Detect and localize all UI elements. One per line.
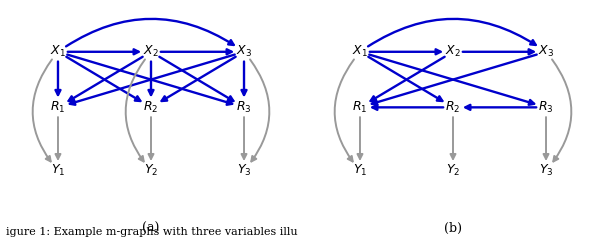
Text: $X_3$: $X_3$ xyxy=(236,44,252,59)
Text: (a): (a) xyxy=(143,222,159,235)
Text: $R_2$: $R_2$ xyxy=(143,100,159,115)
Text: $X_1$: $X_1$ xyxy=(352,44,368,59)
Text: $Y_3$: $Y_3$ xyxy=(237,163,251,178)
Text: $Y_1$: $Y_1$ xyxy=(51,163,65,178)
Text: $X_3$: $X_3$ xyxy=(538,44,554,59)
Text: $Y_2$: $Y_2$ xyxy=(446,163,460,178)
Text: (b): (b) xyxy=(444,222,462,235)
Text: $Y_1$: $Y_1$ xyxy=(353,163,367,178)
Text: $X_2$: $X_2$ xyxy=(143,44,159,59)
Text: $R_3$: $R_3$ xyxy=(538,100,554,115)
Text: igure 1: Example m-graphs with three variables illu: igure 1: Example m-graphs with three var… xyxy=(6,227,298,237)
Text: $Y_3$: $Y_3$ xyxy=(539,163,553,178)
Text: $R_3$: $R_3$ xyxy=(236,100,252,115)
Text: $X_2$: $X_2$ xyxy=(445,44,461,59)
Text: $X_1$: $X_1$ xyxy=(50,44,66,59)
Text: $R_1$: $R_1$ xyxy=(50,100,66,115)
Text: $R_1$: $R_1$ xyxy=(352,100,368,115)
Text: $Y_2$: $Y_2$ xyxy=(144,163,158,178)
Text: $R_2$: $R_2$ xyxy=(445,100,461,115)
